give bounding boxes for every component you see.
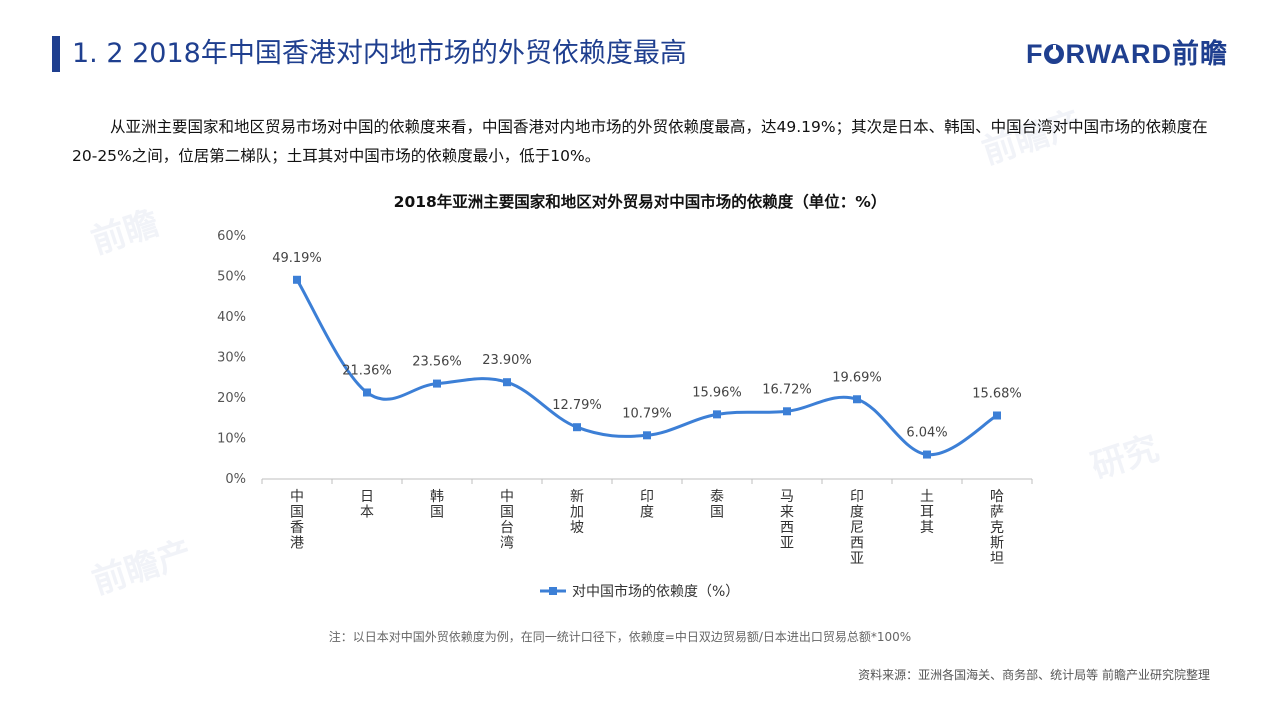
- series-line: [295, 278, 998, 457]
- data-label: 15.68%: [972, 386, 1022, 401]
- chart-title: 2018年亚洲主要国家和地区对外贸易对中国市场的依赖度（单位：%）: [393, 193, 887, 211]
- data-point: [923, 450, 931, 459]
- intro-paragraph: 从亚洲主要国家和地区贸易市场对中国的依赖度来看，中国香港对内地市场的外贸依赖度最…: [72, 118, 1208, 165]
- data-point: [433, 379, 441, 388]
- y-tick-label: 10%: [217, 432, 246, 447]
- data-point: [993, 411, 1001, 420]
- logo-text-rest: RWARD前瞻: [1065, 39, 1228, 69]
- data-label: 10.79%: [622, 406, 672, 421]
- y-tick-label: 30%: [217, 351, 246, 366]
- data-point: [643, 431, 651, 440]
- forward-logo: F RWARD前瞻: [1026, 38, 1228, 70]
- x-tick-label: 韩国: [430, 489, 444, 521]
- x-tick-label: 中国台湾: [500, 489, 514, 552]
- data-point: [853, 395, 861, 404]
- data-point: [783, 407, 791, 416]
- logo-text-f: F: [1025, 39, 1044, 69]
- data-label: 23.56%: [412, 355, 462, 370]
- source-text: 资料来源：亚洲各国海关、商务部、统计局等 前瞻产业研究院整理: [858, 668, 1210, 682]
- data-point: [293, 275, 301, 284]
- x-tick-label: 印度: [640, 489, 654, 521]
- x-tick-label: 印度尼西亚: [850, 489, 864, 567]
- y-tick-label: 50%: [217, 270, 246, 285]
- data-point: [573, 423, 581, 432]
- data-label: 19.69%: [832, 370, 882, 385]
- data-point: [713, 410, 721, 419]
- x-tick-label: 泰国: [710, 489, 724, 521]
- data-label: 16.72%: [762, 382, 812, 397]
- x-tick-label: 中国香港: [290, 489, 304, 552]
- x-tick-label: 马来西亚: [780, 489, 794, 552]
- legend-marker: [549, 587, 557, 595]
- title-accent-bar: [52, 36, 60, 72]
- x-tick-label: 土耳其: [920, 489, 934, 536]
- x-tick-label: 日本: [360, 489, 374, 521]
- data-point: [503, 378, 511, 387]
- y-tick-label: 0%: [225, 472, 246, 487]
- x-tick-label: 新加坡: [570, 489, 584, 536]
- legend-label: 对中国市场的依赖度（%）: [572, 583, 739, 600]
- x-tick-label: 哈萨克斯坦: [990, 489, 1004, 567]
- data-label: 23.90%: [482, 353, 532, 368]
- y-tick-label: 40%: [217, 310, 246, 325]
- y-tick-label: 60%: [217, 229, 246, 244]
- data-label: 15.96%: [692, 385, 742, 400]
- footnote: 注：以日本对中国外贸依赖度为例，在同一统计口径下，依赖度=中日双边贸易额/日本进…: [328, 630, 912, 644]
- data-label: 49.19%: [272, 251, 322, 266]
- data-label: 21.36%: [342, 363, 392, 378]
- logo-o-icon: [1044, 44, 1065, 64]
- y-tick-label: 20%: [217, 391, 246, 406]
- page-title: 1. 2 2018年中国香港对内地市场的外贸依赖度最高: [72, 38, 687, 69]
- data-point: [363, 388, 371, 397]
- data-label: 12.79%: [552, 398, 602, 413]
- data-label: 6.04%: [906, 426, 947, 441]
